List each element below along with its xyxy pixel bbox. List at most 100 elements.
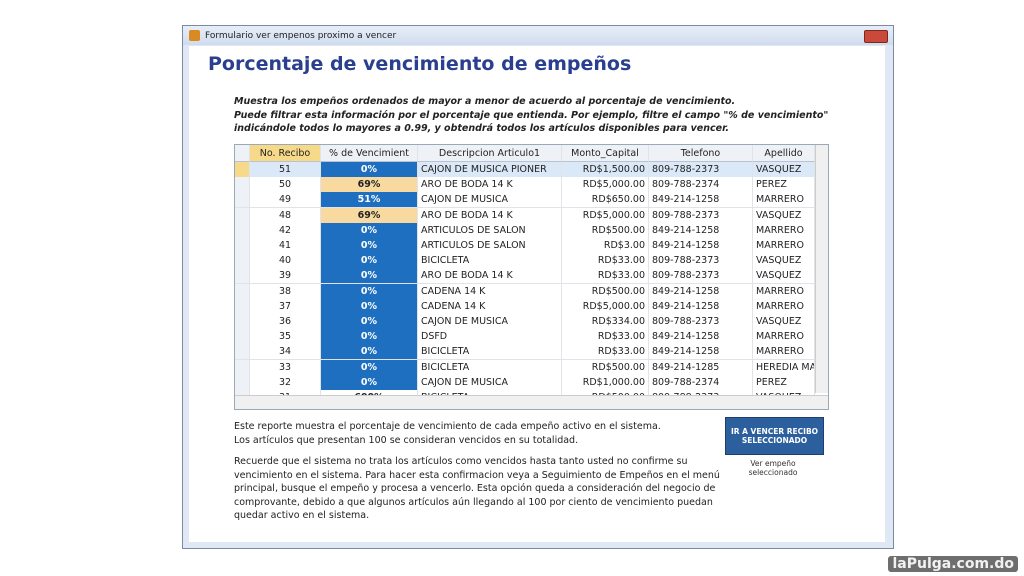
row-selector xyxy=(235,162,250,177)
table-cell: MARRERO xyxy=(753,329,815,345)
table-row[interactable]: 34 0% BICICLETA RD$33.00 849-214-1258 MARRERO xyxy=(235,344,815,361)
table-cell: 36 xyxy=(250,314,321,329)
reminder-line: comprovante, debido a que algunos artícu… xyxy=(234,496,713,508)
column-header[interactable]: Descripcion Articulo1 xyxy=(418,145,562,162)
reminder-line: quedar activo en el sistema. xyxy=(234,510,370,521)
watermark: laPulga.com.do xyxy=(888,556,1018,572)
table-cell: 0% xyxy=(321,238,418,253)
row-selector xyxy=(235,253,250,269)
table-cell: VASQUEZ xyxy=(753,207,815,223)
instruction-line: Muestra los empeños ordenados de mayor a… xyxy=(234,96,736,107)
row-selector xyxy=(235,329,250,345)
table-cell: PEREZ xyxy=(753,177,815,193)
table-cell: RD$5,000.00 xyxy=(562,207,649,223)
table-cell: 37 xyxy=(250,298,321,314)
table-cell: MARRERO xyxy=(753,298,815,314)
table-cell: RD$500.00 xyxy=(562,283,649,299)
table-row[interactable]: 48 69% ARO DE BODA 14 K RD$5,000.00 809-788-… xyxy=(235,207,815,224)
table-row[interactable]: 36 0% CAJON DE MUSICA RD$334.00 809-788-2373… xyxy=(235,314,815,330)
column-header[interactable]: Apellido xyxy=(753,145,815,162)
table-cell: MARRERO xyxy=(753,283,815,299)
table-cell: HEREDIA MA xyxy=(753,359,815,375)
table-row[interactable]: 37 0% CADENA 14 K RD$5,000.00 849-214-1258 MA… xyxy=(235,298,815,315)
table-cell: 809-788-2373 xyxy=(649,253,753,269)
reminder-line: vencimiento en el sistema. Para hacer es… xyxy=(234,469,720,481)
row-selector xyxy=(235,344,250,360)
table-cell: 0% xyxy=(321,329,418,345)
table-cell: RD$5,000.00 xyxy=(562,177,649,193)
table-cell: 0% xyxy=(321,314,418,329)
table-cell: 32 xyxy=(250,374,321,390)
horizontal-scrollbar[interactable] xyxy=(235,395,828,409)
table-cell: 0% xyxy=(321,344,418,360)
table-cell: 41 xyxy=(250,238,321,253)
row-selector xyxy=(235,222,250,238)
column-header[interactable]: Monto_Capital xyxy=(562,145,649,162)
app-icon xyxy=(189,30,200,41)
note-line: Este reporte muestra el porcentaje de ve… xyxy=(234,421,661,432)
table-cell: RD$33.00 xyxy=(562,329,649,345)
title-bar: Formulario ver empenos proximo a vencer xyxy=(183,26,893,45)
table-cell: CAJON DE MUSICA xyxy=(418,314,562,329)
table-row[interactable]: 42 0% ARTICULOS DE SALON RD$500.00 849-214-1… xyxy=(235,222,815,239)
table-cell: MARRERO xyxy=(753,238,815,253)
table-cell: RD$33.00 xyxy=(562,268,649,284)
column-header[interactable]: Telefono xyxy=(649,145,753,162)
table-row[interactable]: 50 69% ARO DE BODA 14 K RD$5,000.00 809-788-… xyxy=(235,177,815,194)
row-selector xyxy=(235,238,250,253)
window: Formulario ver empenos proximo a vencer … xyxy=(182,25,894,549)
table-cell: 0% xyxy=(321,374,418,390)
table-cell: RD$500.00 xyxy=(562,359,649,375)
table-cell: 0% xyxy=(321,283,418,299)
reminder-line: principal, busque el empeño y procesa a … xyxy=(234,483,716,494)
table-cell: RD$1,500.00 xyxy=(562,162,649,177)
table-cell: 0% xyxy=(321,222,418,238)
table-cell: 809-788-2373 xyxy=(649,162,753,177)
datasheet: No. Recibo% de Vencimient Descripcion Art… xyxy=(234,144,829,410)
table-cell: 35 xyxy=(250,329,321,345)
table-row[interactable]: 49 51% CAJON DE MUSICA RD$650.00 849-214-125… xyxy=(235,192,815,209)
table-row[interactable]: 38 0% CADENA 14 K RD$500.00 849-214-1258 MARR… xyxy=(235,283,815,300)
table-cell: ARO DE BODA 14 K xyxy=(418,207,562,223)
row-selector xyxy=(235,314,250,329)
table-cell: 42 xyxy=(250,222,321,238)
table-cell: 51% xyxy=(321,192,418,208)
row-selector xyxy=(235,177,250,193)
table-cell: 0% xyxy=(321,268,418,284)
form: Porcentaje de vencimiento de empeños No.… xyxy=(189,46,885,542)
table-cell: 0% xyxy=(321,359,418,375)
column-header[interactable]: No. Recibo xyxy=(250,145,321,162)
table-row[interactable]: 33 0% BICICLETA RD$500.00 849-214-1285 HEREDI… xyxy=(235,359,815,376)
table-cell: 809-788-2373 xyxy=(649,207,753,223)
table-cell: VASQUEZ xyxy=(753,253,815,269)
table-row[interactable]: 51 0% CAJON DE MUSICA PIONER RD$1,500.00 809… xyxy=(235,162,815,178)
table-cell: ARTICULOS DE SALON xyxy=(418,222,562,238)
table-cell: 849-214-1258 xyxy=(649,222,753,238)
close-button[interactable] xyxy=(864,30,888,43)
table-cell: CADENA 14 K xyxy=(418,283,562,299)
table-cell: CAJON DE MUSICA xyxy=(418,374,562,390)
note-line: Los artículos que presentan 100 se consi… xyxy=(234,434,579,446)
table-cell: 39 xyxy=(250,268,321,284)
vertical-scrollbar[interactable] xyxy=(815,145,828,393)
header-row: No. Recibo% de Vencimient Descripcion Art… xyxy=(235,145,815,163)
form-heading: Porcentaje de vencimiento de empeños xyxy=(208,53,632,75)
table-cell: 0% xyxy=(321,253,418,269)
table-cell: 50 xyxy=(250,177,321,193)
table-cell: 69% xyxy=(321,177,418,193)
table-row[interactable]: 41 0% ARTICULOS DE SALON RD$3.00 849-214-125… xyxy=(235,238,815,254)
action-button[interactable]: IR A VENCER RECIBO SELECCIONADO xyxy=(725,417,824,455)
table-row[interactable]: 39 0% ARO DE BODA 14 K RD$33.00 809-788-2373… xyxy=(235,268,815,285)
table-row[interactable]: 32 0% CAJON DE MUSICA RD$1,000.00 809-788-23… xyxy=(235,374,815,391)
table-cell: RD$3.00 xyxy=(562,238,649,253)
table-cell: 849-214-1258 xyxy=(649,238,753,253)
table-cell: CAJON DE MUSICA xyxy=(418,192,562,208)
table-cell: 38 xyxy=(250,283,321,299)
window-title: Formulario ver empenos proximo a vencer xyxy=(205,31,397,41)
table-cell: DSFD xyxy=(418,329,562,345)
table-row[interactable]: 35 0% DSFD RD$33.00 849-214-1258 MARRERO xyxy=(235,329,815,346)
table-row[interactable]: 40 0% BICICLETA RD$33.00 809-788-2373 VASQUEZ xyxy=(235,253,815,270)
column-header[interactable]: % de Vencimient xyxy=(321,145,418,162)
table-cell: VASQUEZ xyxy=(753,268,815,284)
table-cell: 809-788-2374 xyxy=(649,177,753,193)
